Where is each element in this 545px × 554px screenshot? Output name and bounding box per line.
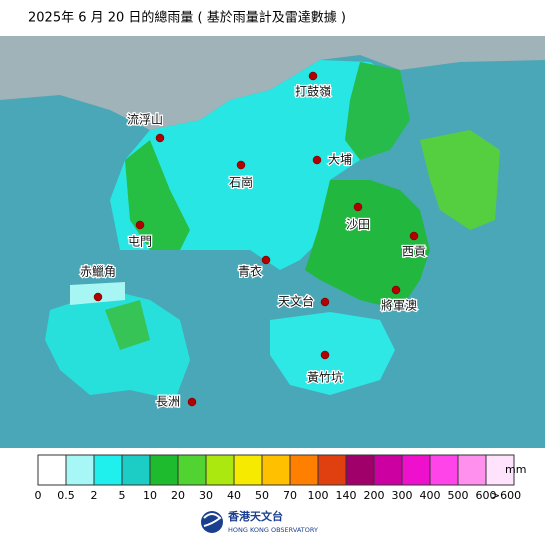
logo: 香港天文台 HONG KONG OBSERVATORY [201, 509, 318, 534]
station-label: 將軍澳 [381, 298, 417, 313]
logo-name-zh: 香港天文台 [227, 509, 283, 523]
legend-label: 140 [336, 489, 357, 502]
legend-swatch [457, 454, 487, 486]
legend-label: 400 [420, 489, 441, 502]
legend-swatch [289, 454, 319, 486]
logo-name-en: HONG KONG OBSERVATORY [228, 526, 318, 534]
station-label: 屯門 [128, 235, 152, 249]
station-label: 打鼓嶺 [295, 85, 331, 99]
legend-swatch [205, 454, 235, 486]
legend-label: 200 [364, 489, 385, 502]
station-label: 西貢 [402, 245, 426, 259]
station-markers [93, 71, 419, 407]
station-label: 長洲 [156, 395, 180, 409]
legend-unit: mm [505, 463, 526, 476]
legend-swatch [233, 454, 263, 486]
legend-swatch [121, 454, 151, 486]
legend-label: 20 [171, 489, 185, 502]
legend-label: 10 [143, 489, 157, 502]
legend-label: 0.5 [57, 489, 75, 502]
legend-swatch [65, 454, 95, 486]
map [0, 36, 545, 448]
legend-label: 2 [91, 489, 98, 502]
legend-label: 50 [255, 489, 269, 502]
legend-swatch [149, 454, 179, 486]
legend-swatch [345, 454, 375, 486]
title: 2025年 6 月 20 日的總雨量 ( 基於雨量計及雷達數據 ) [28, 10, 346, 26]
legend-swatch [401, 454, 431, 486]
legend-swatch [373, 454, 403, 486]
legend-swatch [429, 454, 459, 486]
legend-label: 40 [227, 489, 241, 502]
legend-label: 300 [392, 489, 413, 502]
station-label: 黃竹坑 [307, 370, 343, 385]
station-label: 流浮山 [127, 113, 163, 127]
legend-label: 600 [476, 489, 497, 502]
legend-label: 5 [119, 489, 126, 502]
legend-swatch [317, 454, 347, 486]
legend-swatch [261, 454, 291, 486]
legend-swatch [37, 454, 67, 486]
station-label: 石崗 [229, 176, 253, 190]
legend-swatch [93, 454, 123, 486]
legend: 0 0.5 2 5 10 20 30 40 50 70 100 140 200 300 400 500 600>… [35, 454, 521, 502]
legend-swatch [485, 454, 515, 486]
legend-label: 0 [35, 489, 42, 502]
station-label: 天文台 [278, 294, 314, 309]
legend-label: >600 [491, 489, 521, 502]
station-labels: 打鼓嶺 流浮山 石崗 大埔 屯門 沙田 西貢 青衣 赤鱲角 天文台 將軍澳 黃竹… [79, 83, 428, 410]
legend-label: 100 [308, 489, 329, 502]
station-label: 大埔 [328, 153, 352, 167]
legend-label: 500 [448, 489, 469, 502]
legend-swatch [177, 454, 207, 486]
legend-label: 30 [199, 489, 213, 502]
station-label: 青衣 [238, 264, 262, 279]
legend-label: 70 [283, 489, 297, 502]
station-label: 沙田 [346, 218, 370, 232]
station-label: 赤鱲角 [80, 265, 116, 279]
